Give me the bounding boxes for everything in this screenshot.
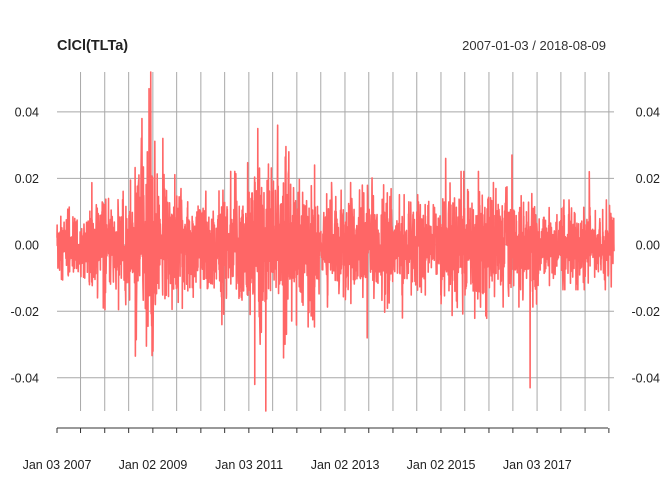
y-tick-label-left: 0.02 <box>15 172 39 186</box>
y-tick-label-right: -0.02 <box>632 305 661 319</box>
axis-layer: 0.04 0.04 0.02 0.02 0.00 0.00 -0.02 -0.02 -0.04 -… <box>11 105 661 472</box>
y-tick-label-left: 0.00 <box>15 238 39 252</box>
series-line <box>56 71 615 412</box>
y-tick-label-right: -0.04 <box>632 371 661 385</box>
x-tick-label: Jan 03 2011 <box>215 458 283 472</box>
y-tick-label-right: 0.00 <box>636 238 660 252</box>
date-range-label: 2007-01-03 / 2018-08-09 <box>462 38 606 53</box>
y-tick-label-left: 0.04 <box>15 105 39 119</box>
x-tick-label: Jan 02 2015 <box>407 458 476 472</box>
y-tick-label-left: -0.04 <box>11 371 40 385</box>
series-layer <box>56 71 615 412</box>
x-tick-label: Jan 02 2009 <box>119 458 188 472</box>
x-tick-label: Jan 03 2017 <box>503 458 572 472</box>
y-tick-label-left: -0.02 <box>11 305 40 319</box>
x-tick-label: Jan 03 2007 <box>23 458 92 472</box>
x-tick-label: Jan 02 2013 <box>311 458 380 472</box>
chart-title: ClCl(TLTa) <box>57 38 128 54</box>
y-tick-label-right: 0.04 <box>636 105 660 119</box>
y-tick-label-right: 0.02 <box>636 172 660 186</box>
